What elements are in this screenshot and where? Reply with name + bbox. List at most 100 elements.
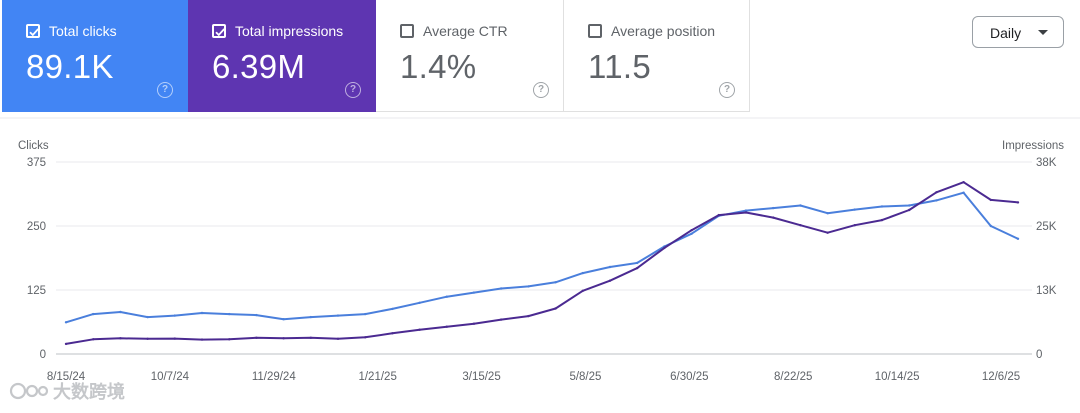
impressions-data-point (581, 289, 584, 292)
help-icon[interactable]: ? (719, 82, 735, 98)
total-clicks-label: Total clicks (49, 23, 117, 39)
clicks-data-point (64, 321, 68, 324)
average-position-label: Average position (611, 23, 716, 39)
x-tick-label: 3/15/25 (462, 371, 500, 383)
x-tick-label: 6/30/25 (670, 371, 708, 383)
right-tick-label: 0 (1036, 349, 1042, 361)
clicks-data-point (608, 265, 612, 269)
left-axis-label: Clicks (18, 140, 49, 152)
average-ctr-tile[interactable]: Average CTR 1.4% ? (376, 0, 564, 112)
impressions-data-point (309, 336, 312, 339)
impressions-data-point (608, 279, 612, 282)
x-tick-label: 1/21/25 (358, 371, 396, 383)
total-clicks-tile[interactable]: Total clicks 89.1K ? (2, 0, 188, 112)
x-tick-label: 11/29/24 (252, 371, 297, 383)
clicks-data-point (581, 271, 584, 275)
clicks-data-point (173, 314, 176, 317)
clicks-data-point (200, 311, 204, 315)
clicks-data-point (391, 307, 394, 311)
clicks-data-point (146, 315, 149, 319)
impressions-data-point (690, 229, 693, 232)
impressions-data-point (445, 325, 448, 328)
total-impressions-value: 6.39M (212, 48, 306, 85)
right-tick-label: 38K (1036, 157, 1057, 169)
help-icon[interactable]: ? (157, 82, 173, 98)
clicks-data-point (92, 312, 95, 316)
impressions-data-point (336, 337, 340, 340)
impressions-data-point (826, 231, 829, 234)
impressions-data-point (146, 337, 149, 340)
x-tick-label: 8/15/24 (47, 371, 86, 383)
clicks-data-point (744, 209, 748, 212)
impressions-data-point (853, 224, 856, 227)
x-tick-label: 10/7/24 (151, 371, 190, 383)
average-ctr-label: Average CTR (423, 23, 508, 39)
clicks-data-point (472, 291, 476, 294)
impressions-data-point (282, 337, 285, 340)
right-tick-label: 13K (1036, 285, 1057, 297)
impressions-data-point (744, 211, 748, 214)
impressions-data-point (500, 318, 503, 321)
clicks-data-point (962, 191, 965, 194)
clicks-data-point (772, 206, 775, 210)
impressions-data-point (717, 213, 720, 217)
left-tick-label: 125 (27, 285, 46, 297)
impressions-data-point (472, 322, 476, 325)
clicks-data-point (228, 312, 231, 316)
impressions-data-point (418, 328, 421, 331)
clicks-data-point (826, 212, 829, 215)
clicks-data-point (364, 312, 367, 316)
x-tick-label: 8/22/25 (774, 371, 812, 383)
right-axis-label: Impressions (1002, 140, 1064, 152)
clicks-data-point (636, 261, 639, 265)
impressions-data-point (173, 337, 176, 340)
clicks-data-point (853, 208, 856, 211)
impressions-series-line (65, 181, 1019, 345)
right-tick-label: 25K (1036, 221, 1057, 233)
impressions-data-point (799, 224, 802, 227)
average-ctr-checkbox[interactable] (400, 24, 414, 38)
clicks-data-point (336, 314, 340, 317)
clicks-data-point (418, 301, 421, 304)
clicks-data-point (799, 204, 802, 207)
watermark-text: 大数跨境 (53, 382, 125, 403)
average-position-tile[interactable]: Average position 11.5 ? (564, 0, 750, 112)
left-tick-label: 375 (27, 157, 46, 169)
impressions-data-point (1016, 201, 1020, 204)
total-impressions-tile[interactable]: Total impressions 6.39M ? (188, 0, 376, 112)
clicks-data-point (989, 224, 992, 228)
total-impressions-checkbox[interactable] (212, 24, 226, 38)
clicks-series-line (65, 191, 1019, 324)
x-tick-label: 10/14/25 (875, 371, 920, 383)
period-dropdown[interactable]: Daily (972, 16, 1064, 48)
average-position-checkbox[interactable] (588, 24, 602, 38)
impressions-data-point (663, 246, 666, 250)
clicks-data-point (880, 205, 884, 208)
total-impressions-label: Total impressions (235, 23, 344, 39)
clicks-data-point (500, 287, 503, 290)
impressions-data-point (64, 342, 68, 346)
impressions-data-point (962, 181, 965, 184)
average-ctr-value: 1.4% (400, 48, 477, 85)
clicks-data-point (445, 295, 448, 298)
clicks-data-point (935, 199, 938, 202)
help-icon[interactable]: ? (533, 82, 549, 98)
clicks-data-point (554, 281, 557, 284)
help-icon[interactable]: ? (345, 82, 361, 98)
watermark-logo-icon (8, 381, 50, 406)
total-clicks-checkbox[interactable] (26, 24, 40, 38)
x-tick-label: 12/6/25 (982, 371, 1020, 383)
clicks-data-point (119, 310, 122, 314)
impressions-data-point (119, 337, 122, 340)
average-position-value: 11.5 (588, 48, 651, 85)
impressions-data-point (255, 336, 258, 339)
left-tick-label: 250 (27, 221, 46, 233)
impressions-data-point (935, 191, 938, 194)
impressions-data-point (200, 338, 204, 341)
left-tick-label: 0 (40, 349, 46, 361)
clicks-data-point (908, 204, 911, 207)
clicks-data-point (527, 285, 530, 288)
clicks-data-point (282, 318, 285, 321)
